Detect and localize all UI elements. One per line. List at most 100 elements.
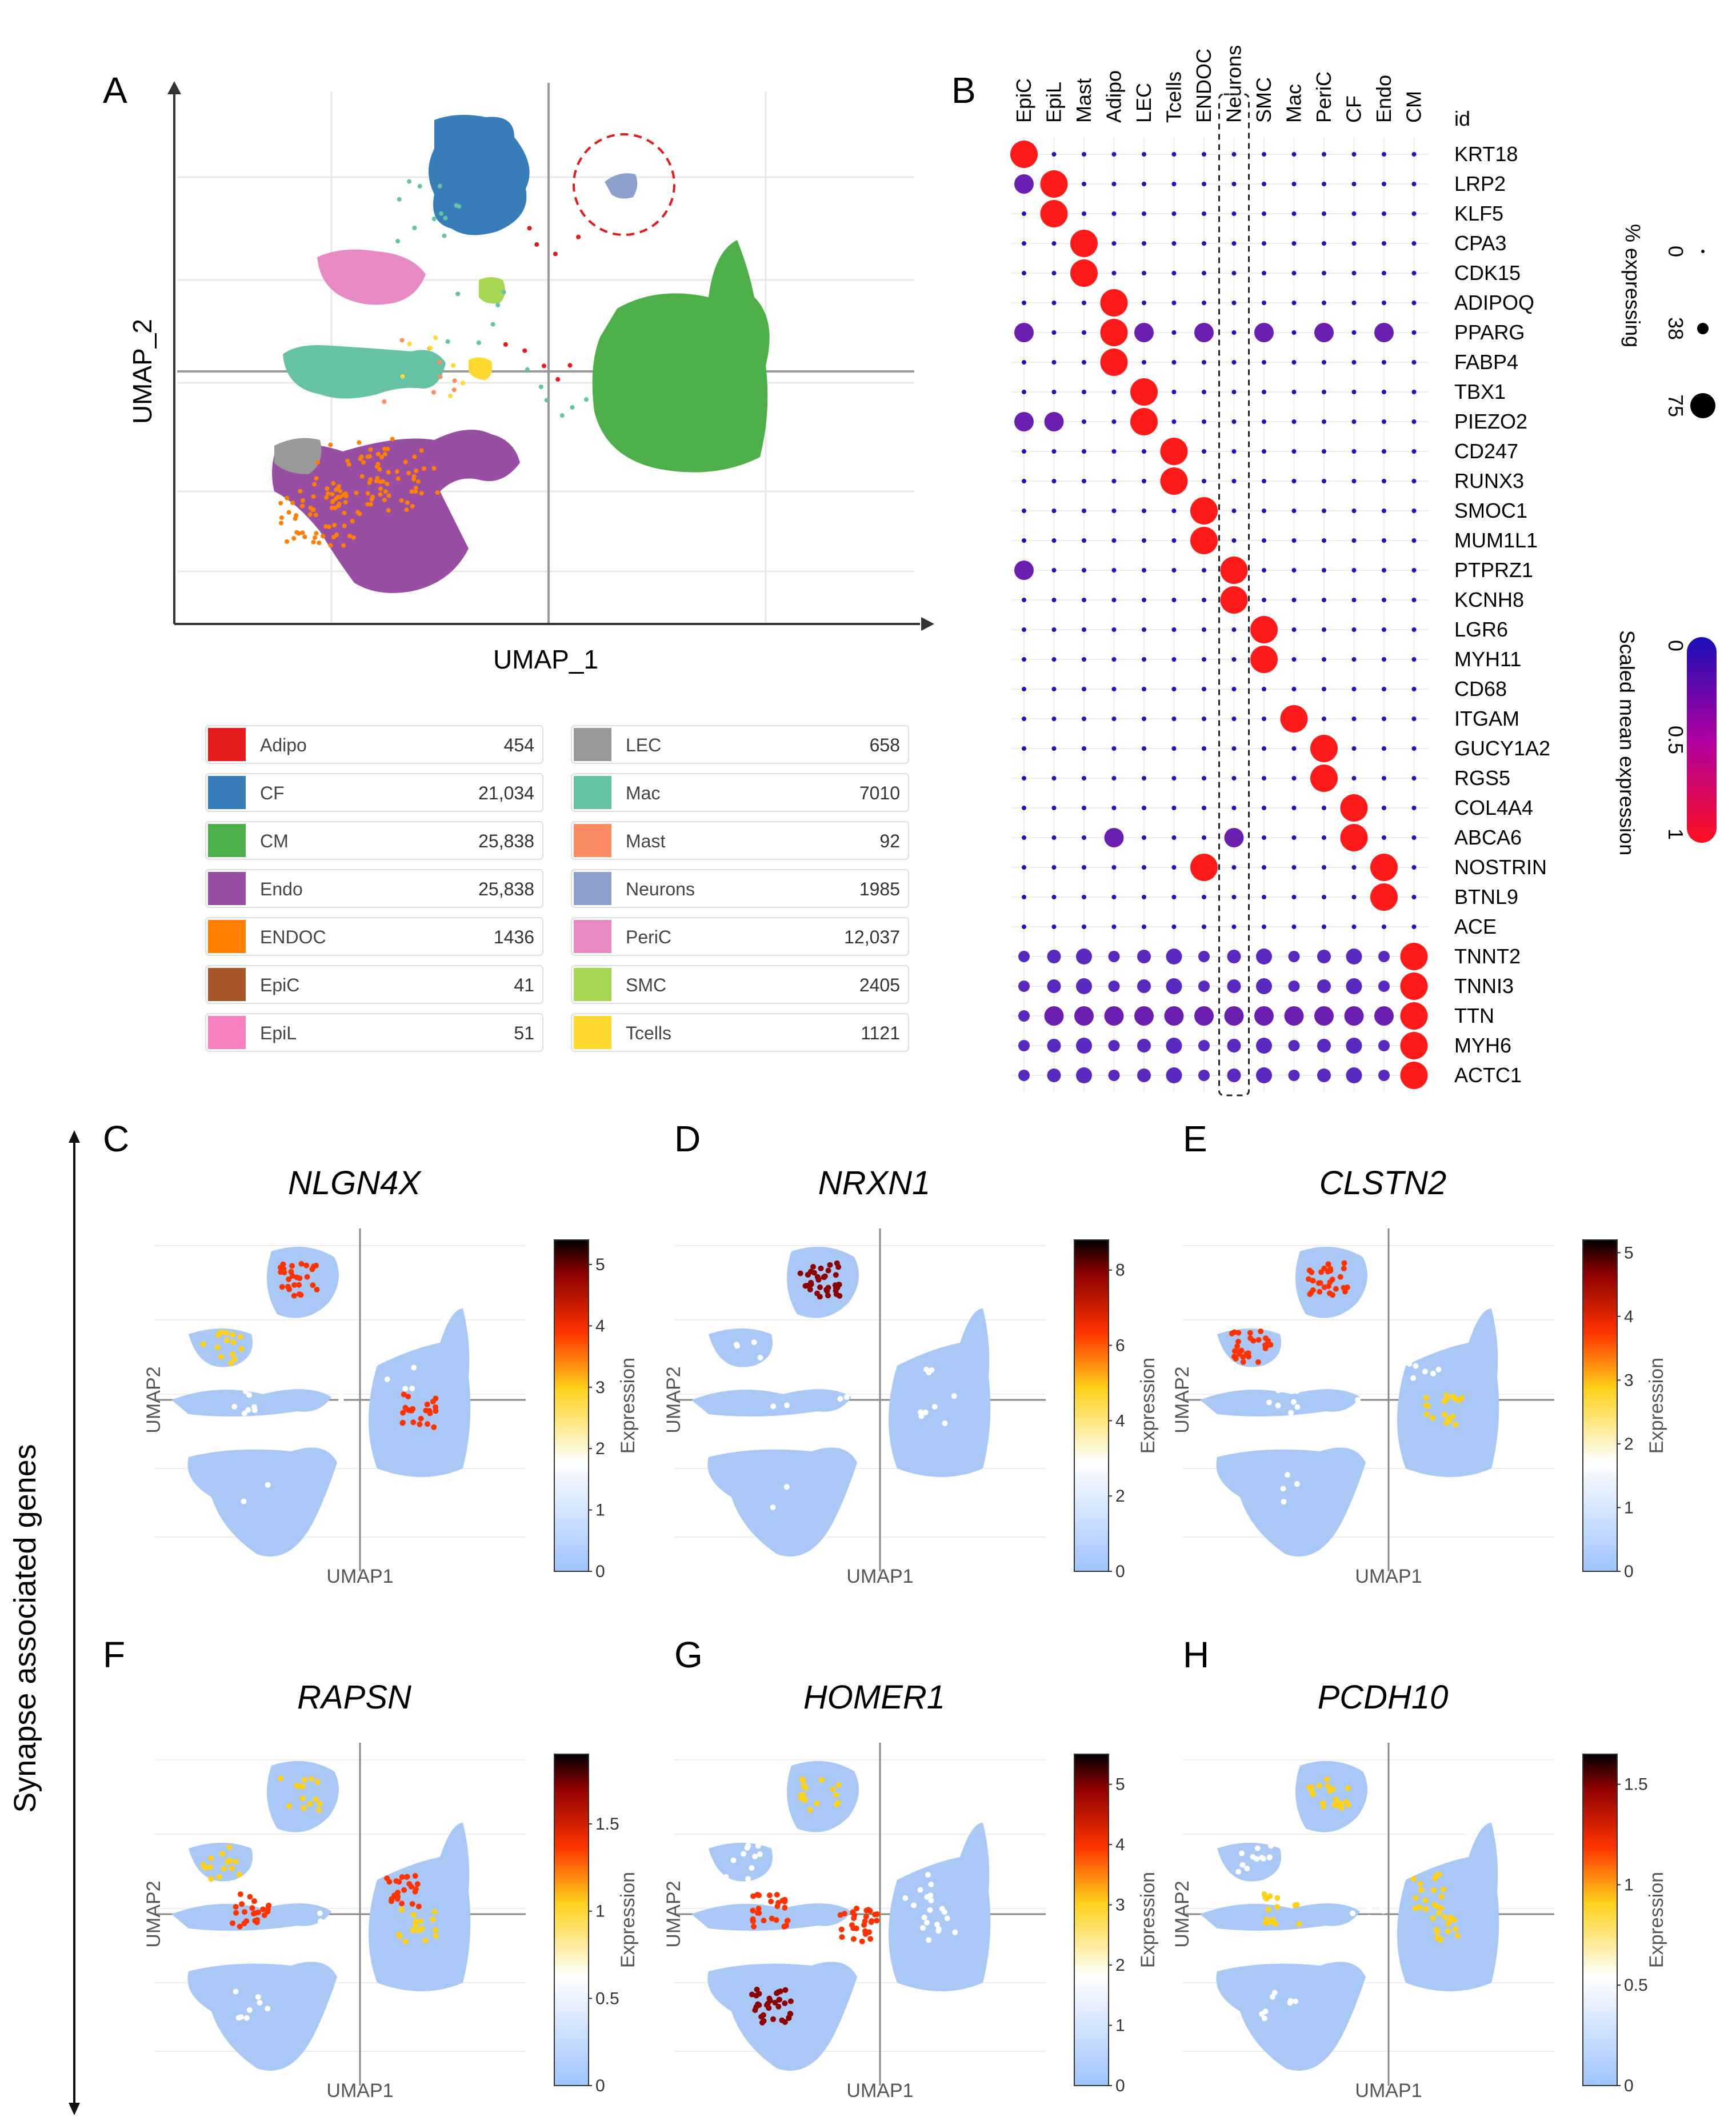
dot [1411, 360, 1417, 365]
expression-point [1265, 1382, 1271, 1388]
expression-point [422, 1812, 428, 1818]
dot [1382, 717, 1386, 721]
dot [1256, 949, 1272, 965]
expression-point [433, 1933, 439, 1939]
dot [1082, 865, 1086, 870]
dot [1314, 1006, 1334, 1026]
cluster-point [404, 507, 409, 513]
expression-point [399, 1900, 405, 1907]
dot [1142, 509, 1146, 513]
expression-point [1258, 1328, 1264, 1335]
dot [1171, 627, 1177, 632]
expression-point [241, 1410, 247, 1416]
feature-title: RAPSN [297, 1679, 411, 1716]
expression-point [428, 1296, 434, 1303]
expression-point [749, 1865, 755, 1871]
expression-point [1270, 1916, 1276, 1923]
dot [1262, 479, 1266, 483]
expression-point [868, 1919, 874, 1925]
dot [1231, 776, 1237, 781]
dot [1022, 746, 1026, 751]
column-label: Tcells [1162, 71, 1186, 123]
expression-point [1233, 1355, 1239, 1362]
colorbar-title: Expression [1137, 1872, 1159, 1968]
expression-point [1423, 1906, 1429, 1912]
expression-point [315, 1779, 321, 1785]
cluster-point [415, 479, 421, 484]
cluster-point [312, 482, 317, 487]
colorbar-tick-label: 0 [595, 1562, 605, 1581]
cluster-point [357, 511, 362, 517]
dot [1262, 717, 1266, 721]
expression-point [867, 1936, 874, 1942]
expression-point [1423, 1395, 1429, 1401]
expression-point [1247, 1330, 1253, 1336]
dot [1142, 687, 1146, 691]
cluster-point [302, 534, 307, 539]
dot [1108, 1070, 1120, 1081]
feature-plots: NLGN4X UMAP1 UMAP2 0 1 2 3 4 5 Expression NRXN1 UMA… [143, 1164, 1667, 2102]
cluster-point [343, 494, 349, 499]
dot [1231, 479, 1237, 483]
expression-point [874, 1911, 880, 1918]
dot [1198, 951, 1210, 962]
dot [1351, 598, 1357, 602]
dot [1082, 925, 1086, 929]
y-axis-label: UMAP2 [663, 1366, 685, 1433]
column-label: SMC [1252, 77, 1275, 123]
dot [1082, 657, 1086, 662]
dot [1202, 182, 1206, 186]
legend-row [205, 725, 543, 764]
expression-point [782, 1380, 788, 1387]
expression-point [1451, 1396, 1458, 1402]
expression-point [1434, 1904, 1441, 1910]
expression-point [1456, 1397, 1462, 1403]
expression-point [1327, 1279, 1333, 1285]
dot [1288, 1070, 1300, 1081]
dot [1351, 301, 1357, 305]
dot [1310, 765, 1338, 792]
id-label: id [1454, 107, 1470, 130]
expression-point [313, 1796, 319, 1803]
dot [1082, 479, 1086, 483]
expression-point [1240, 1359, 1246, 1365]
dot [1142, 152, 1146, 157]
legend-name: Adipo [260, 735, 307, 755]
legend-count: 2405 [859, 975, 900, 995]
dot [1411, 419, 1417, 424]
expression-point [218, 1354, 224, 1360]
dot [1202, 271, 1206, 275]
expression-point [304, 1274, 310, 1280]
expression-point [750, 1907, 756, 1914]
expression-point [418, 1415, 424, 1422]
expression-point [400, 1410, 406, 1416]
dot [1322, 627, 1326, 632]
dot [1111, 449, 1117, 454]
dot [1111, 271, 1117, 275]
dot [1111, 806, 1117, 810]
expression-point [957, 1822, 963, 1828]
expression-point [1294, 1902, 1300, 1908]
dot [1111, 895, 1117, 899]
expression-point [923, 1366, 930, 1372]
dot [1202, 776, 1206, 781]
dot [1051, 657, 1057, 662]
cluster-point [313, 535, 318, 541]
expression-point [243, 1918, 250, 1924]
colorbar-tick-label: 3 [595, 1378, 605, 1397]
cluster-point [428, 346, 433, 351]
expression-point [1333, 1286, 1339, 1292]
expression-point [863, 1914, 869, 1920]
dot [1231, 806, 1237, 810]
dot [1322, 390, 1326, 394]
dot [1262, 390, 1266, 394]
gene-label: MYH11 [1454, 647, 1521, 671]
dot [1082, 627, 1086, 632]
dot [1400, 1062, 1428, 1089]
cluster-point [345, 458, 350, 463]
expression-point [297, 1275, 303, 1282]
dot [1231, 301, 1237, 305]
dot [1051, 360, 1057, 365]
dot [1164, 1006, 1184, 1026]
cluster-point [382, 451, 387, 457]
